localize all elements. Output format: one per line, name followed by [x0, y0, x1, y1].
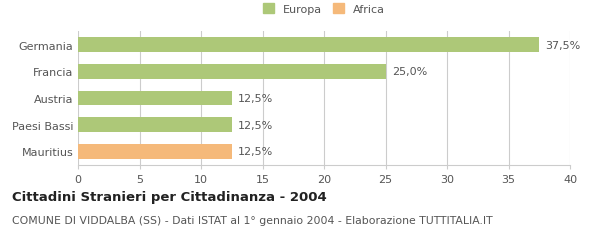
Text: 37,5%: 37,5%	[545, 40, 581, 50]
Bar	[78, 144, 232, 159]
Bar	[78, 65, 386, 79]
Bar	[78, 118, 232, 132]
Bar	[78, 91, 232, 106]
Text: COMUNE DI VIDDALBA (SS) - Dati ISTAT al 1° gennaio 2004 - Elaborazione TUTTITALI: COMUNE DI VIDDALBA (SS) - Dati ISTAT al …	[12, 215, 493, 225]
Legend: Europa, Africa: Europa, Africa	[260, 0, 388, 18]
Text: Cittadini Stranieri per Cittadinanza - 2004: Cittadini Stranieri per Cittadinanza - 2…	[12, 190, 327, 203]
Text: 12,5%: 12,5%	[238, 93, 273, 104]
Text: 25,0%: 25,0%	[392, 67, 427, 77]
Text: 12,5%: 12,5%	[238, 147, 273, 157]
Bar	[78, 38, 539, 53]
Text: 12,5%: 12,5%	[238, 120, 273, 130]
